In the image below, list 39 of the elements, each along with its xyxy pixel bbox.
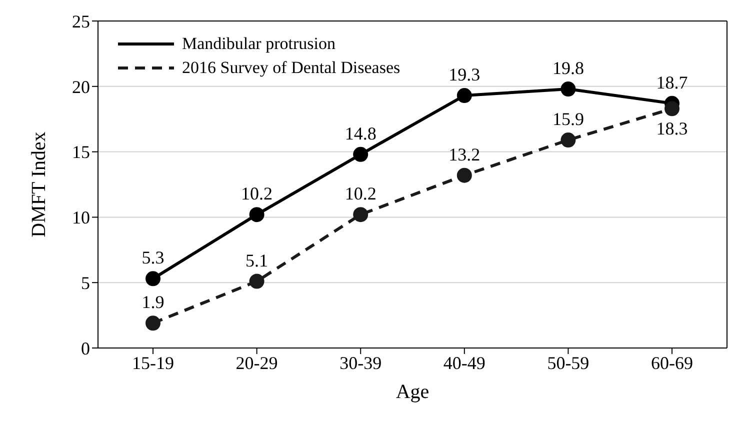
data-label: 13.2 (448, 144, 480, 164)
data-label: 19.3 (448, 64, 480, 85)
legend-label: 2016 Survey of Dental Diseases (182, 58, 400, 78)
point (353, 207, 368, 222)
data-label: 14.8 (344, 123, 376, 144)
point (353, 146, 368, 162)
y-tick-label: 25 (72, 11, 90, 32)
data-label: 19.8 (552, 58, 584, 78)
legend-label: Mandibular protrusion (182, 34, 336, 54)
x-tick-label: 60-69 (651, 352, 693, 373)
data-label: 10.2 (344, 184, 376, 204)
x-tick-label: 20-29 (236, 352, 278, 373)
y-tick-label: 15 (72, 142, 90, 162)
data-label: 10.2 (241, 184, 273, 204)
x-axis-title: Age (396, 381, 430, 403)
data-label: 5.3 (142, 248, 164, 268)
point (146, 271, 160, 286)
y-tick-label: 20 (72, 76, 90, 97)
point (249, 274, 264, 289)
point (456, 168, 472, 183)
y-axis-title: DMFT Index (28, 132, 50, 238)
point (146, 316, 160, 331)
x-tick-label: 15-19 (132, 352, 174, 373)
x-tick-label: 40-49 (443, 352, 486, 373)
data-label: 1.9 (142, 292, 164, 312)
data-label: 18.7 (656, 72, 688, 92)
data-label: 15.9 (552, 109, 584, 130)
point (560, 132, 576, 148)
y-tick-label: 5 (81, 272, 90, 293)
x-tick-label: 30-39 (340, 352, 382, 373)
x-tick-label: 50-59 (547, 352, 590, 373)
y-tick-label: 10 (72, 208, 90, 228)
data-label: 18.3 (656, 118, 688, 139)
point (560, 82, 576, 97)
data-label: 5.1 (246, 250, 268, 270)
point (664, 101, 680, 116)
y-tick-label: 0 (81, 338, 90, 358)
point (249, 207, 264, 222)
point (456, 88, 472, 104)
